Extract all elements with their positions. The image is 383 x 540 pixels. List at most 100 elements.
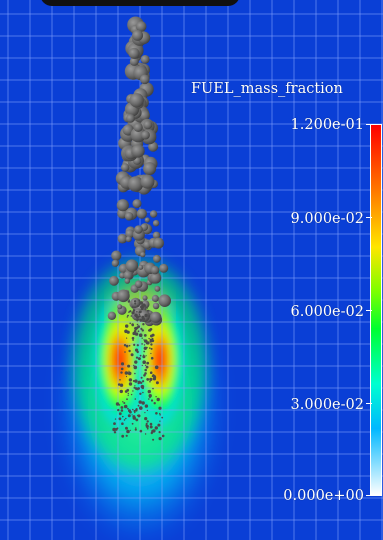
droplet <box>144 305 146 307</box>
droplet <box>144 412 146 414</box>
droplet <box>124 371 129 375</box>
droplet <box>140 174 155 189</box>
droplet <box>147 389 151 394</box>
droplet <box>136 319 139 322</box>
droplet <box>161 434 165 438</box>
droplet <box>159 412 161 415</box>
droplet <box>140 305 143 309</box>
droplet <box>138 333 143 338</box>
droplet <box>113 422 116 425</box>
droplet <box>127 392 129 395</box>
droplet <box>144 368 147 372</box>
droplet <box>148 337 150 340</box>
droplet <box>119 383 124 387</box>
droplet <box>124 212 134 221</box>
droplet <box>132 380 135 382</box>
droplet <box>117 233 128 244</box>
droplet <box>143 120 153 130</box>
droplet <box>145 341 149 345</box>
droplet <box>126 388 130 392</box>
legend-tick-label: 6.000e-02 <box>290 304 364 320</box>
droplet <box>134 332 139 336</box>
droplet <box>130 127 146 143</box>
droplet <box>149 347 151 349</box>
droplet <box>146 318 149 321</box>
droplet <box>133 122 143 132</box>
droplet <box>148 394 152 398</box>
droplet <box>125 324 129 328</box>
droplet <box>141 317 145 321</box>
droplet <box>150 352 152 355</box>
droplet <box>157 423 161 427</box>
droplet <box>142 360 146 365</box>
droplet <box>132 415 136 419</box>
droplet <box>125 375 128 378</box>
droplet <box>135 387 138 390</box>
droplet <box>137 414 141 418</box>
droplet <box>144 364 147 366</box>
droplet <box>132 199 142 209</box>
droplet <box>152 220 160 227</box>
droplet <box>126 114 135 123</box>
droplet <box>118 417 122 421</box>
droplet <box>138 264 144 270</box>
droplet <box>161 416 164 419</box>
droplet <box>151 294 159 303</box>
droplet <box>126 398 128 401</box>
droplet <box>144 372 147 375</box>
droplet <box>139 301 143 305</box>
droplet <box>138 310 141 313</box>
droplet <box>158 431 161 434</box>
droplet <box>117 289 130 303</box>
droplet <box>148 398 150 400</box>
legend-tick-label: 1.200e-01 <box>290 117 364 133</box>
droplet <box>146 346 148 349</box>
droplet <box>119 379 121 381</box>
droplet <box>128 370 130 372</box>
droplet <box>127 414 131 418</box>
droplet <box>143 334 147 337</box>
droplet <box>139 354 142 357</box>
droplet <box>144 313 148 318</box>
droplet <box>158 406 162 410</box>
droplet <box>145 355 147 357</box>
droplet <box>134 328 138 331</box>
colorbar-tick <box>366 403 372 404</box>
droplet <box>120 367 124 371</box>
droplet <box>140 327 143 330</box>
droplet <box>107 311 117 320</box>
droplet <box>138 315 141 318</box>
colorbar-tick <box>366 495 372 496</box>
droplet <box>115 402 120 406</box>
droplet <box>149 422 153 426</box>
droplet <box>147 309 150 312</box>
droplet <box>134 379 138 383</box>
droplet <box>121 163 130 172</box>
droplet <box>141 337 143 339</box>
droplet <box>155 412 158 415</box>
droplet <box>140 376 143 379</box>
droplet <box>142 295 148 301</box>
droplet <box>135 418 139 422</box>
droplet <box>149 377 153 381</box>
droplet <box>129 310 132 313</box>
droplet <box>131 414 133 416</box>
droplet <box>139 406 143 410</box>
droplet <box>137 404 140 407</box>
droplet <box>150 272 162 284</box>
droplet <box>141 130 150 140</box>
droplet <box>148 315 151 317</box>
droplet <box>146 307 148 309</box>
droplet <box>146 409 149 412</box>
droplet <box>128 299 130 301</box>
droplet <box>135 427 137 429</box>
droplet <box>154 285 161 292</box>
droplet <box>125 259 139 273</box>
colorbar-tick <box>366 217 372 218</box>
droplet <box>109 275 119 286</box>
droplet <box>125 344 129 348</box>
droplet <box>113 431 117 434</box>
droplet <box>128 349 131 353</box>
droplet <box>126 337 128 339</box>
